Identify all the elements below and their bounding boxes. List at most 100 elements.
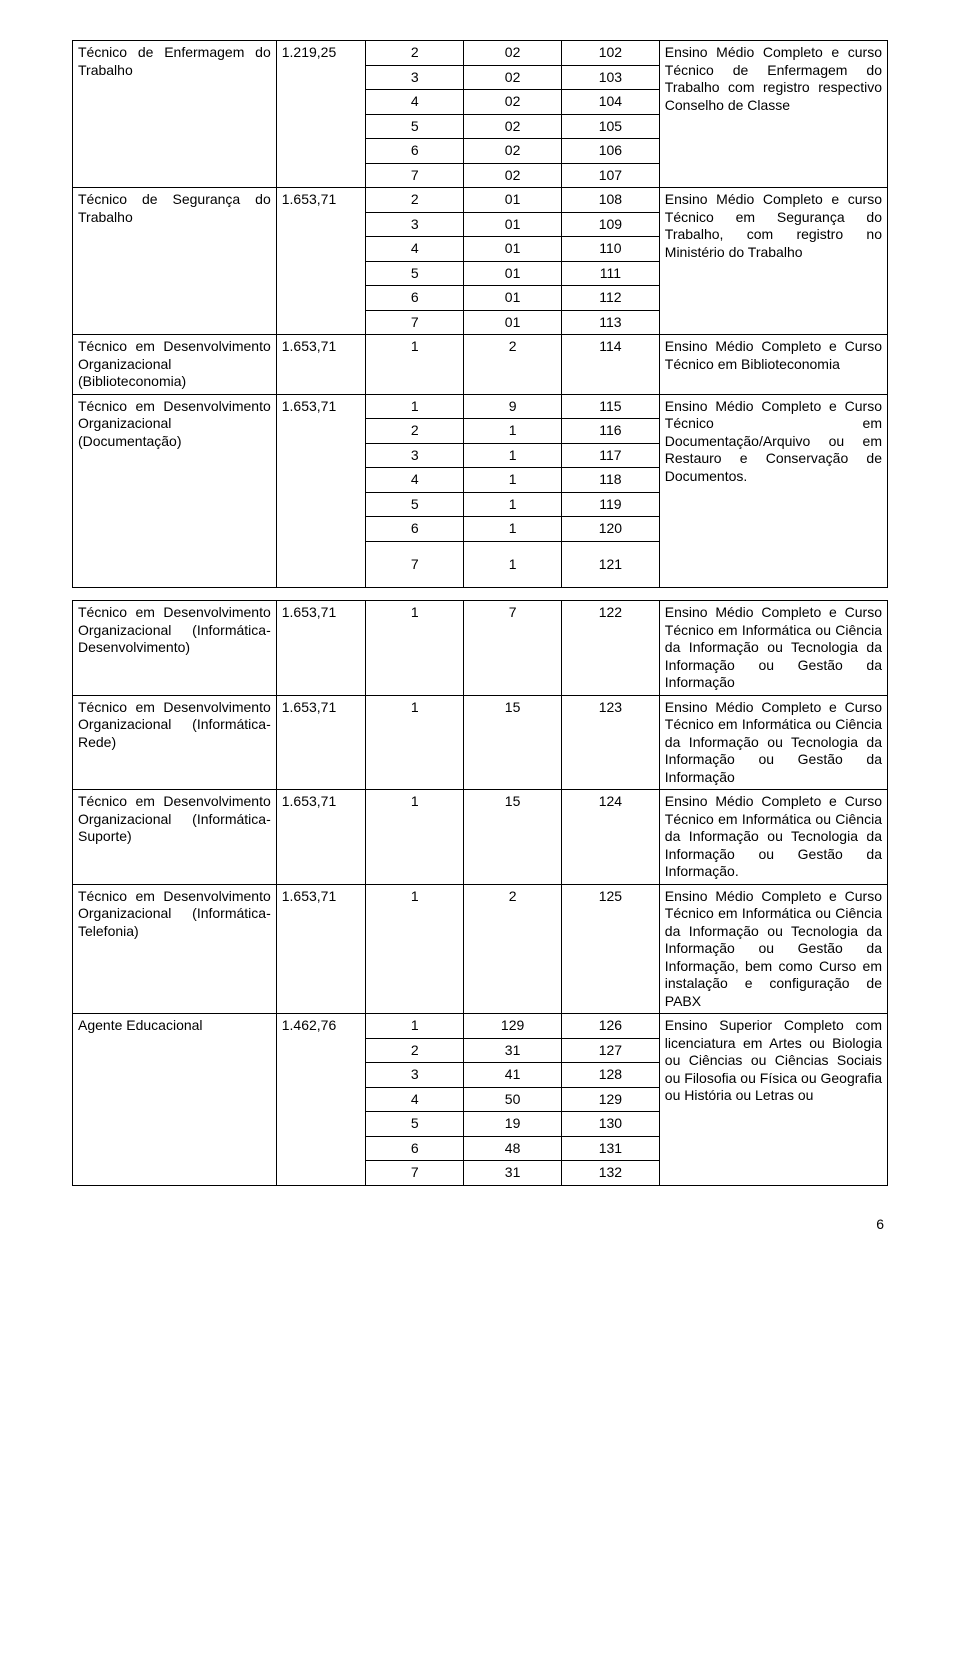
num-cell: 1 bbox=[464, 517, 562, 542]
num-cell: 2 bbox=[464, 335, 562, 395]
table-row: Técnico em Desenvolvimento Organizaciona… bbox=[73, 884, 888, 1014]
num-cell: 02 bbox=[464, 114, 562, 139]
num-cell: 1 bbox=[366, 394, 464, 419]
num-cell: 127 bbox=[561, 1038, 659, 1063]
num-cell: 1 bbox=[366, 1014, 464, 1039]
num-cell: 129 bbox=[464, 1014, 562, 1039]
job-title-cell: Técnico de Enfermagem do Trabalho bbox=[73, 41, 277, 188]
table-row: Agente Educacional1.462,761129126Ensino … bbox=[73, 1014, 888, 1039]
salary-cell: 1.653,71 bbox=[276, 790, 366, 885]
num-cell: 7 bbox=[366, 541, 464, 588]
num-cell: 31 bbox=[464, 1038, 562, 1063]
main-table: Técnico de Enfermagem do Trabalho1.219,2… bbox=[72, 40, 888, 588]
num-cell: 6 bbox=[366, 286, 464, 311]
num-cell: 1 bbox=[366, 335, 464, 395]
job-title-cell: Técnico em Desenvolvimento Organizaciona… bbox=[73, 394, 277, 588]
num-cell: 01 bbox=[464, 188, 562, 213]
page-number: 6 bbox=[72, 1186, 888, 1232]
num-cell: 116 bbox=[561, 419, 659, 444]
num-cell: 5 bbox=[366, 492, 464, 517]
num-cell: 9 bbox=[464, 394, 562, 419]
num-cell: 1 bbox=[464, 468, 562, 493]
table-row: Técnico em Desenvolvimento Organizaciona… bbox=[73, 790, 888, 885]
num-cell: 117 bbox=[561, 443, 659, 468]
requirement-cell: Ensino Médio Completo e Curso Técnico em… bbox=[659, 790, 887, 885]
num-cell: 102 bbox=[561, 41, 659, 66]
num-cell: 1 bbox=[464, 492, 562, 517]
num-cell: 113 bbox=[561, 310, 659, 335]
table-row: Técnico em Desenvolvimento Organizaciona… bbox=[73, 335, 888, 395]
num-cell: 41 bbox=[464, 1063, 562, 1088]
job-title-cell: Técnico em Desenvolvimento Organizaciona… bbox=[73, 884, 277, 1014]
table-row: Técnico em Desenvolvimento Organizaciona… bbox=[73, 394, 888, 419]
num-cell: 01 bbox=[464, 212, 562, 237]
num-cell: 7 bbox=[366, 310, 464, 335]
num-cell: 4 bbox=[366, 237, 464, 262]
requirement-cell: Ensino Médio Completo e Curso Técnico em… bbox=[659, 695, 887, 790]
num-cell: 132 bbox=[561, 1161, 659, 1186]
num-cell: 7 bbox=[464, 601, 562, 696]
salary-cell: 1.462,76 bbox=[276, 1014, 366, 1186]
num-cell: 130 bbox=[561, 1112, 659, 1137]
num-cell: 125 bbox=[561, 884, 659, 1014]
num-cell: 5 bbox=[366, 114, 464, 139]
page: Técnico de Enfermagem do Trabalho1.219,2… bbox=[0, 0, 960, 1262]
table-row: Técnico de Segurança do Trabalho1.653,71… bbox=[73, 188, 888, 213]
num-cell: 31 bbox=[464, 1161, 562, 1186]
num-cell: 122 bbox=[561, 601, 659, 696]
second-table: Técnico em Desenvolvimento Organizaciona… bbox=[72, 600, 888, 1186]
num-cell: 3 bbox=[366, 443, 464, 468]
num-cell: 103 bbox=[561, 65, 659, 90]
num-cell: 1 bbox=[366, 601, 464, 696]
num-cell: 123 bbox=[561, 695, 659, 790]
num-cell: 4 bbox=[366, 90, 464, 115]
num-cell: 107 bbox=[561, 163, 659, 188]
num-cell: 111 bbox=[561, 261, 659, 286]
num-cell: 15 bbox=[464, 695, 562, 790]
num-cell: 02 bbox=[464, 90, 562, 115]
num-cell: 1 bbox=[464, 419, 562, 444]
job-title-cell: Agente Educacional bbox=[73, 1014, 277, 1186]
table-row: Técnico em Desenvolvimento Organizaciona… bbox=[73, 695, 888, 790]
requirement-cell: Ensino Médio Completo e Curso Técnico em… bbox=[659, 884, 887, 1014]
num-cell: 121 bbox=[561, 541, 659, 588]
num-cell: 01 bbox=[464, 237, 562, 262]
num-cell: 5 bbox=[366, 261, 464, 286]
num-cell: 3 bbox=[366, 1063, 464, 1088]
num-cell: 1 bbox=[366, 695, 464, 790]
num-cell: 110 bbox=[561, 237, 659, 262]
requirement-cell: Ensino Médio Completo e Curso Técnico em… bbox=[659, 335, 887, 395]
num-cell: 02 bbox=[464, 65, 562, 90]
salary-cell: 1.653,71 bbox=[276, 884, 366, 1014]
num-cell: 119 bbox=[561, 492, 659, 517]
num-cell: 1 bbox=[464, 443, 562, 468]
requirement-cell: Ensino Médio Completo e Curso Técnico em… bbox=[659, 394, 887, 588]
num-cell: 114 bbox=[561, 335, 659, 395]
num-cell: 124 bbox=[561, 790, 659, 885]
num-cell: 112 bbox=[561, 286, 659, 311]
num-cell: 15 bbox=[464, 790, 562, 885]
num-cell: 115 bbox=[561, 394, 659, 419]
num-cell: 2 bbox=[366, 419, 464, 444]
salary-cell: 1.653,71 bbox=[276, 188, 366, 335]
num-cell: 19 bbox=[464, 1112, 562, 1137]
salary-cell: 1.653,71 bbox=[276, 601, 366, 696]
num-cell: 01 bbox=[464, 310, 562, 335]
num-cell: 128 bbox=[561, 1063, 659, 1088]
requirement-cell: Ensino Médio Completo e Curso Técnico em… bbox=[659, 601, 887, 696]
job-title-cell: Técnico em Desenvolvimento Organizaciona… bbox=[73, 601, 277, 696]
num-cell: 1 bbox=[366, 790, 464, 885]
num-cell: 126 bbox=[561, 1014, 659, 1039]
num-cell: 4 bbox=[366, 468, 464, 493]
requirement-cell: Ensino Superior Completo com licenciatur… bbox=[659, 1014, 887, 1186]
salary-cell: 1.653,71 bbox=[276, 394, 366, 588]
num-cell: 2 bbox=[464, 884, 562, 1014]
num-cell: 7 bbox=[366, 1161, 464, 1186]
num-cell: 6 bbox=[366, 139, 464, 164]
num-cell: 2 bbox=[366, 188, 464, 213]
num-cell: 50 bbox=[464, 1087, 562, 1112]
job-title-cell: Técnico em Desenvolvimento Organizaciona… bbox=[73, 790, 277, 885]
num-cell: 4 bbox=[366, 1087, 464, 1112]
job-title-cell: Técnico de Segurança do Trabalho bbox=[73, 188, 277, 335]
num-cell: 02 bbox=[464, 139, 562, 164]
